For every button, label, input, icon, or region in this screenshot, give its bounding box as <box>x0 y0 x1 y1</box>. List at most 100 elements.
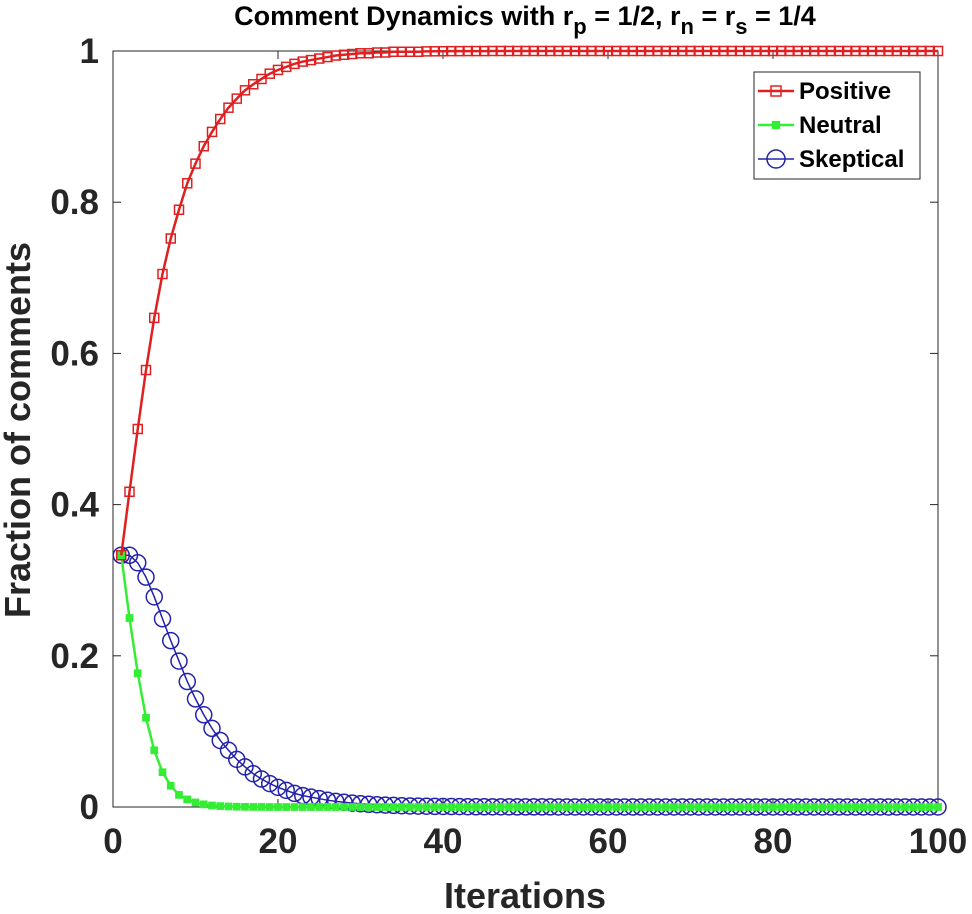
data-point <box>364 803 373 811</box>
data-point <box>178 672 196 691</box>
chart-title: Comment Dynamics with rp = 1/2, rn = rs … <box>234 1 816 39</box>
data-point <box>513 803 522 811</box>
x-tick-label: 40 <box>424 822 463 861</box>
data-point <box>186 690 205 708</box>
data-point <box>323 803 332 811</box>
data-point <box>769 803 777 811</box>
data-point <box>145 588 163 606</box>
data-point <box>770 85 782 97</box>
data-point <box>132 423 143 435</box>
data-point <box>818 803 827 811</box>
data-point <box>356 803 365 811</box>
data-point <box>546 803 555 811</box>
data-point <box>265 803 274 811</box>
data-point <box>439 803 447 811</box>
axis-ticks: 0 20 40 60 80 100 0 0.2 0.4 0.6 0.8 1 <box>50 32 967 861</box>
data-point <box>158 768 167 777</box>
data-point <box>232 802 241 811</box>
data-point <box>620 803 629 811</box>
data-point <box>884 803 893 811</box>
data-point <box>307 803 315 811</box>
data-point <box>241 802 249 811</box>
y-tick-label: 0.6 <box>50 334 99 373</box>
data-point <box>195 706 213 724</box>
data-point <box>153 610 172 628</box>
data-point <box>835 803 843 811</box>
data-point <box>239 85 251 96</box>
data-point <box>223 102 234 113</box>
data-point <box>744 803 753 811</box>
y-tick-label: 0.2 <box>50 637 99 676</box>
data-point <box>455 803 464 811</box>
data-point <box>170 652 188 670</box>
data-point <box>182 178 193 189</box>
data-point <box>331 803 340 811</box>
data-point <box>868 803 876 811</box>
data-point <box>529 803 538 811</box>
data-point <box>447 803 456 811</box>
data-point <box>505 803 513 811</box>
data-point <box>876 803 885 811</box>
data-point <box>703 803 711 811</box>
data-point <box>249 803 258 811</box>
data-point <box>422 803 431 811</box>
data-point <box>719 803 728 811</box>
data-point <box>909 803 918 811</box>
data-point <box>463 803 472 811</box>
data-point <box>257 803 266 811</box>
y-axis-label: Fraction of comments <box>0 242 38 618</box>
data-point <box>488 803 497 811</box>
data-point <box>571 803 579 811</box>
data-point <box>277 781 295 800</box>
data-point <box>678 803 687 811</box>
data-point <box>802 803 810 811</box>
data-point <box>538 803 546 811</box>
series-neutral <box>117 551 942 811</box>
data-point <box>157 268 168 280</box>
data-point <box>125 614 134 622</box>
y-tick-label: 0 <box>80 788 99 827</box>
data-point <box>165 233 176 244</box>
data-point <box>637 803 645 811</box>
data-point <box>612 803 621 811</box>
data-point <box>129 554 147 572</box>
data-point <box>173 204 185 216</box>
data-point <box>826 803 835 811</box>
data-point <box>430 803 439 811</box>
y-tick-label: 0.4 <box>50 486 99 525</box>
data-point <box>199 800 208 809</box>
data-point <box>670 803 678 811</box>
data-point <box>191 798 200 807</box>
x-tick-label: 0 <box>103 822 122 861</box>
series-layer <box>112 45 947 816</box>
data-point <box>917 803 926 811</box>
data-point <box>579 803 588 811</box>
data-point <box>315 803 324 811</box>
data-point <box>140 364 152 376</box>
legend-label: Neutral <box>799 112 882 139</box>
data-point <box>256 73 267 85</box>
data-point <box>175 791 183 799</box>
data-point <box>124 486 135 497</box>
data-point <box>137 568 155 586</box>
data-point <box>162 631 180 650</box>
x-tick-label: 100 <box>909 822 967 861</box>
legend: Positive Neutral Skeptical <box>753 71 921 180</box>
data-point <box>752 803 761 811</box>
data-point <box>406 803 414 811</box>
data-point <box>216 802 225 810</box>
x-axis-label: Iterations <box>444 875 606 914</box>
data-point <box>206 126 218 138</box>
data-point <box>340 803 348 811</box>
data-point <box>472 803 480 811</box>
x-tick-label: 60 <box>589 822 628 861</box>
data-point <box>736 803 744 811</box>
data-point <box>231 93 242 104</box>
y-tick-label: 0.8 <box>50 183 99 222</box>
data-point <box>261 774 279 793</box>
data-point <box>645 803 654 811</box>
data-point <box>208 801 216 810</box>
data-point <box>298 803 307 811</box>
data-point <box>133 669 142 678</box>
data-point <box>285 784 304 803</box>
